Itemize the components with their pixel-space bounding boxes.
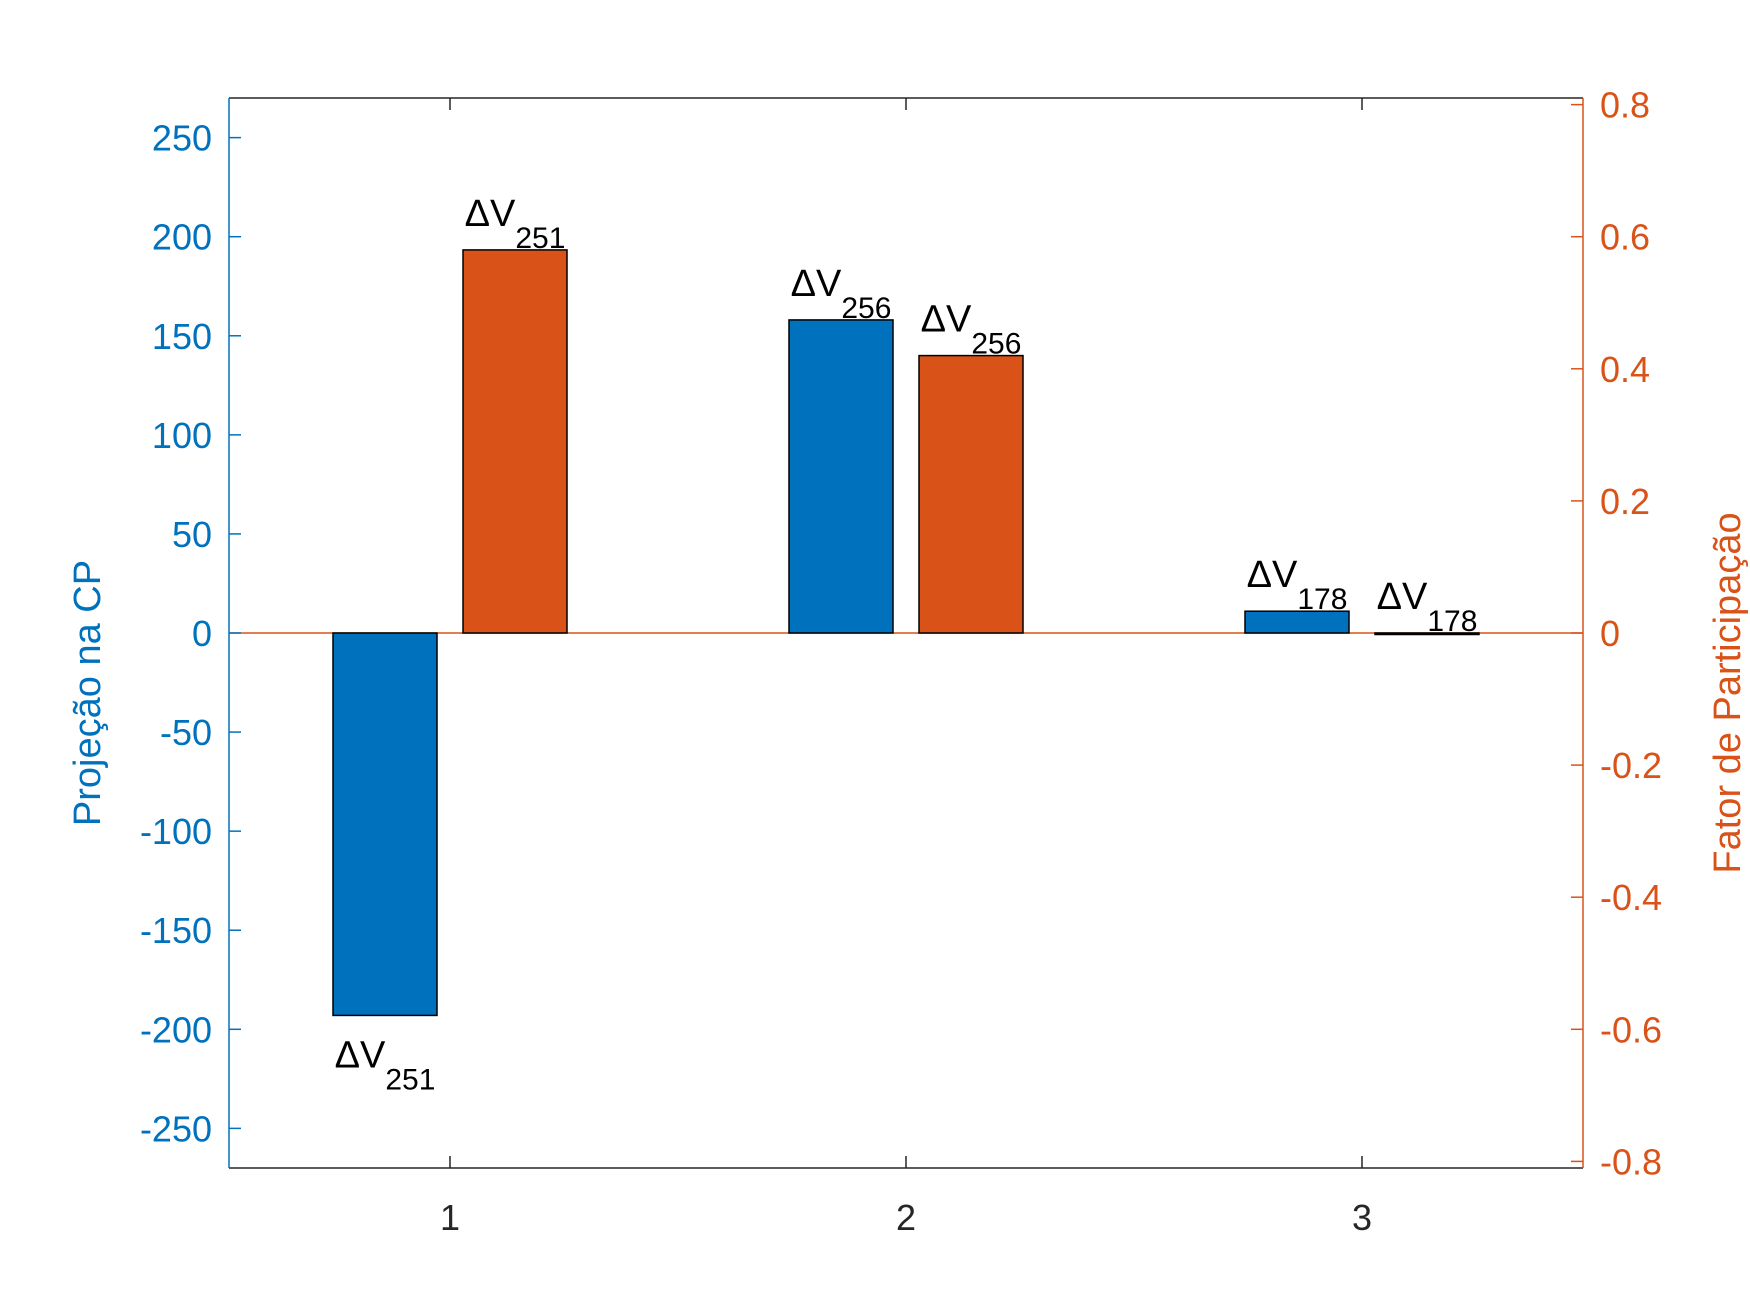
right-tick-label: -0.6 bbox=[1600, 1009, 1662, 1050]
left-tick-label: 150 bbox=[152, 316, 212, 357]
x-tick-label: 1 bbox=[440, 1197, 460, 1238]
right-tick-label: 0.4 bbox=[1600, 349, 1650, 390]
right-tick-label: 0.8 bbox=[1600, 85, 1650, 126]
bar-label: ΔV178 bbox=[1377, 576, 1478, 638]
right-tick-label: 0.6 bbox=[1600, 217, 1650, 258]
x-tick-label: 3 bbox=[1352, 1197, 1372, 1238]
left-tick-label: 0 bbox=[192, 613, 212, 654]
left-tick-label: -250 bbox=[140, 1108, 212, 1149]
bar-label: ΔV251 bbox=[465, 193, 566, 255]
x-tick-label: 2 bbox=[896, 1197, 916, 1238]
bar-left-1 bbox=[332, 632, 438, 1017]
left-tick-label: 50 bbox=[172, 514, 212, 555]
right-tick-label: 0 bbox=[1600, 613, 1620, 654]
bar-right-3 bbox=[1374, 632, 1480, 636]
left-tick-label: -200 bbox=[140, 1009, 212, 1050]
left-axis-label: Projeção na CP bbox=[67, 560, 109, 826]
right-tick-label: 0.2 bbox=[1600, 481, 1650, 522]
bar-label: ΔV256 bbox=[791, 263, 892, 325]
left-tick-label: -150 bbox=[140, 910, 212, 951]
bars bbox=[332, 249, 1480, 1017]
bar-right-1 bbox=[462, 249, 568, 634]
left-tick-label: 200 bbox=[152, 217, 212, 258]
left-tick-label: 100 bbox=[152, 415, 212, 456]
left-y-axis: 250 200 150 100 50 0 -50 -100 -150 -200 -250 bbox=[140, 98, 241, 1168]
bar-left-2 bbox=[788, 319, 894, 634]
bar-label: ΔV178 bbox=[1247, 554, 1348, 616]
x-axis: 1 2 3 bbox=[440, 98, 1372, 1238]
bar-labels: ΔV251 ΔV256 ΔV178 ΔV251 ΔV256 ΔV178 bbox=[335, 193, 1478, 1097]
bar-label: ΔV251 bbox=[335, 1034, 436, 1096]
right-axis-label: Fator de Participação bbox=[1707, 512, 1749, 873]
bar-label: ΔV256 bbox=[921, 299, 1022, 361]
right-tick-label: -0.2 bbox=[1600, 745, 1662, 786]
bar-left-3 bbox=[1244, 610, 1350, 634]
right-y-axis: 0.8 0.6 0.4 0.2 0 -0.2 -0.4 -0.6 -0.8 bbox=[1571, 85, 1662, 1182]
left-tick-label: 250 bbox=[152, 118, 212, 159]
bar-right-2 bbox=[918, 354, 1024, 634]
right-tick-label: -0.8 bbox=[1600, 1141, 1662, 1182]
left-tick-label: -50 bbox=[160, 712, 212, 753]
left-tick-label: -100 bbox=[140, 811, 212, 852]
right-tick-label: -0.4 bbox=[1600, 877, 1662, 918]
